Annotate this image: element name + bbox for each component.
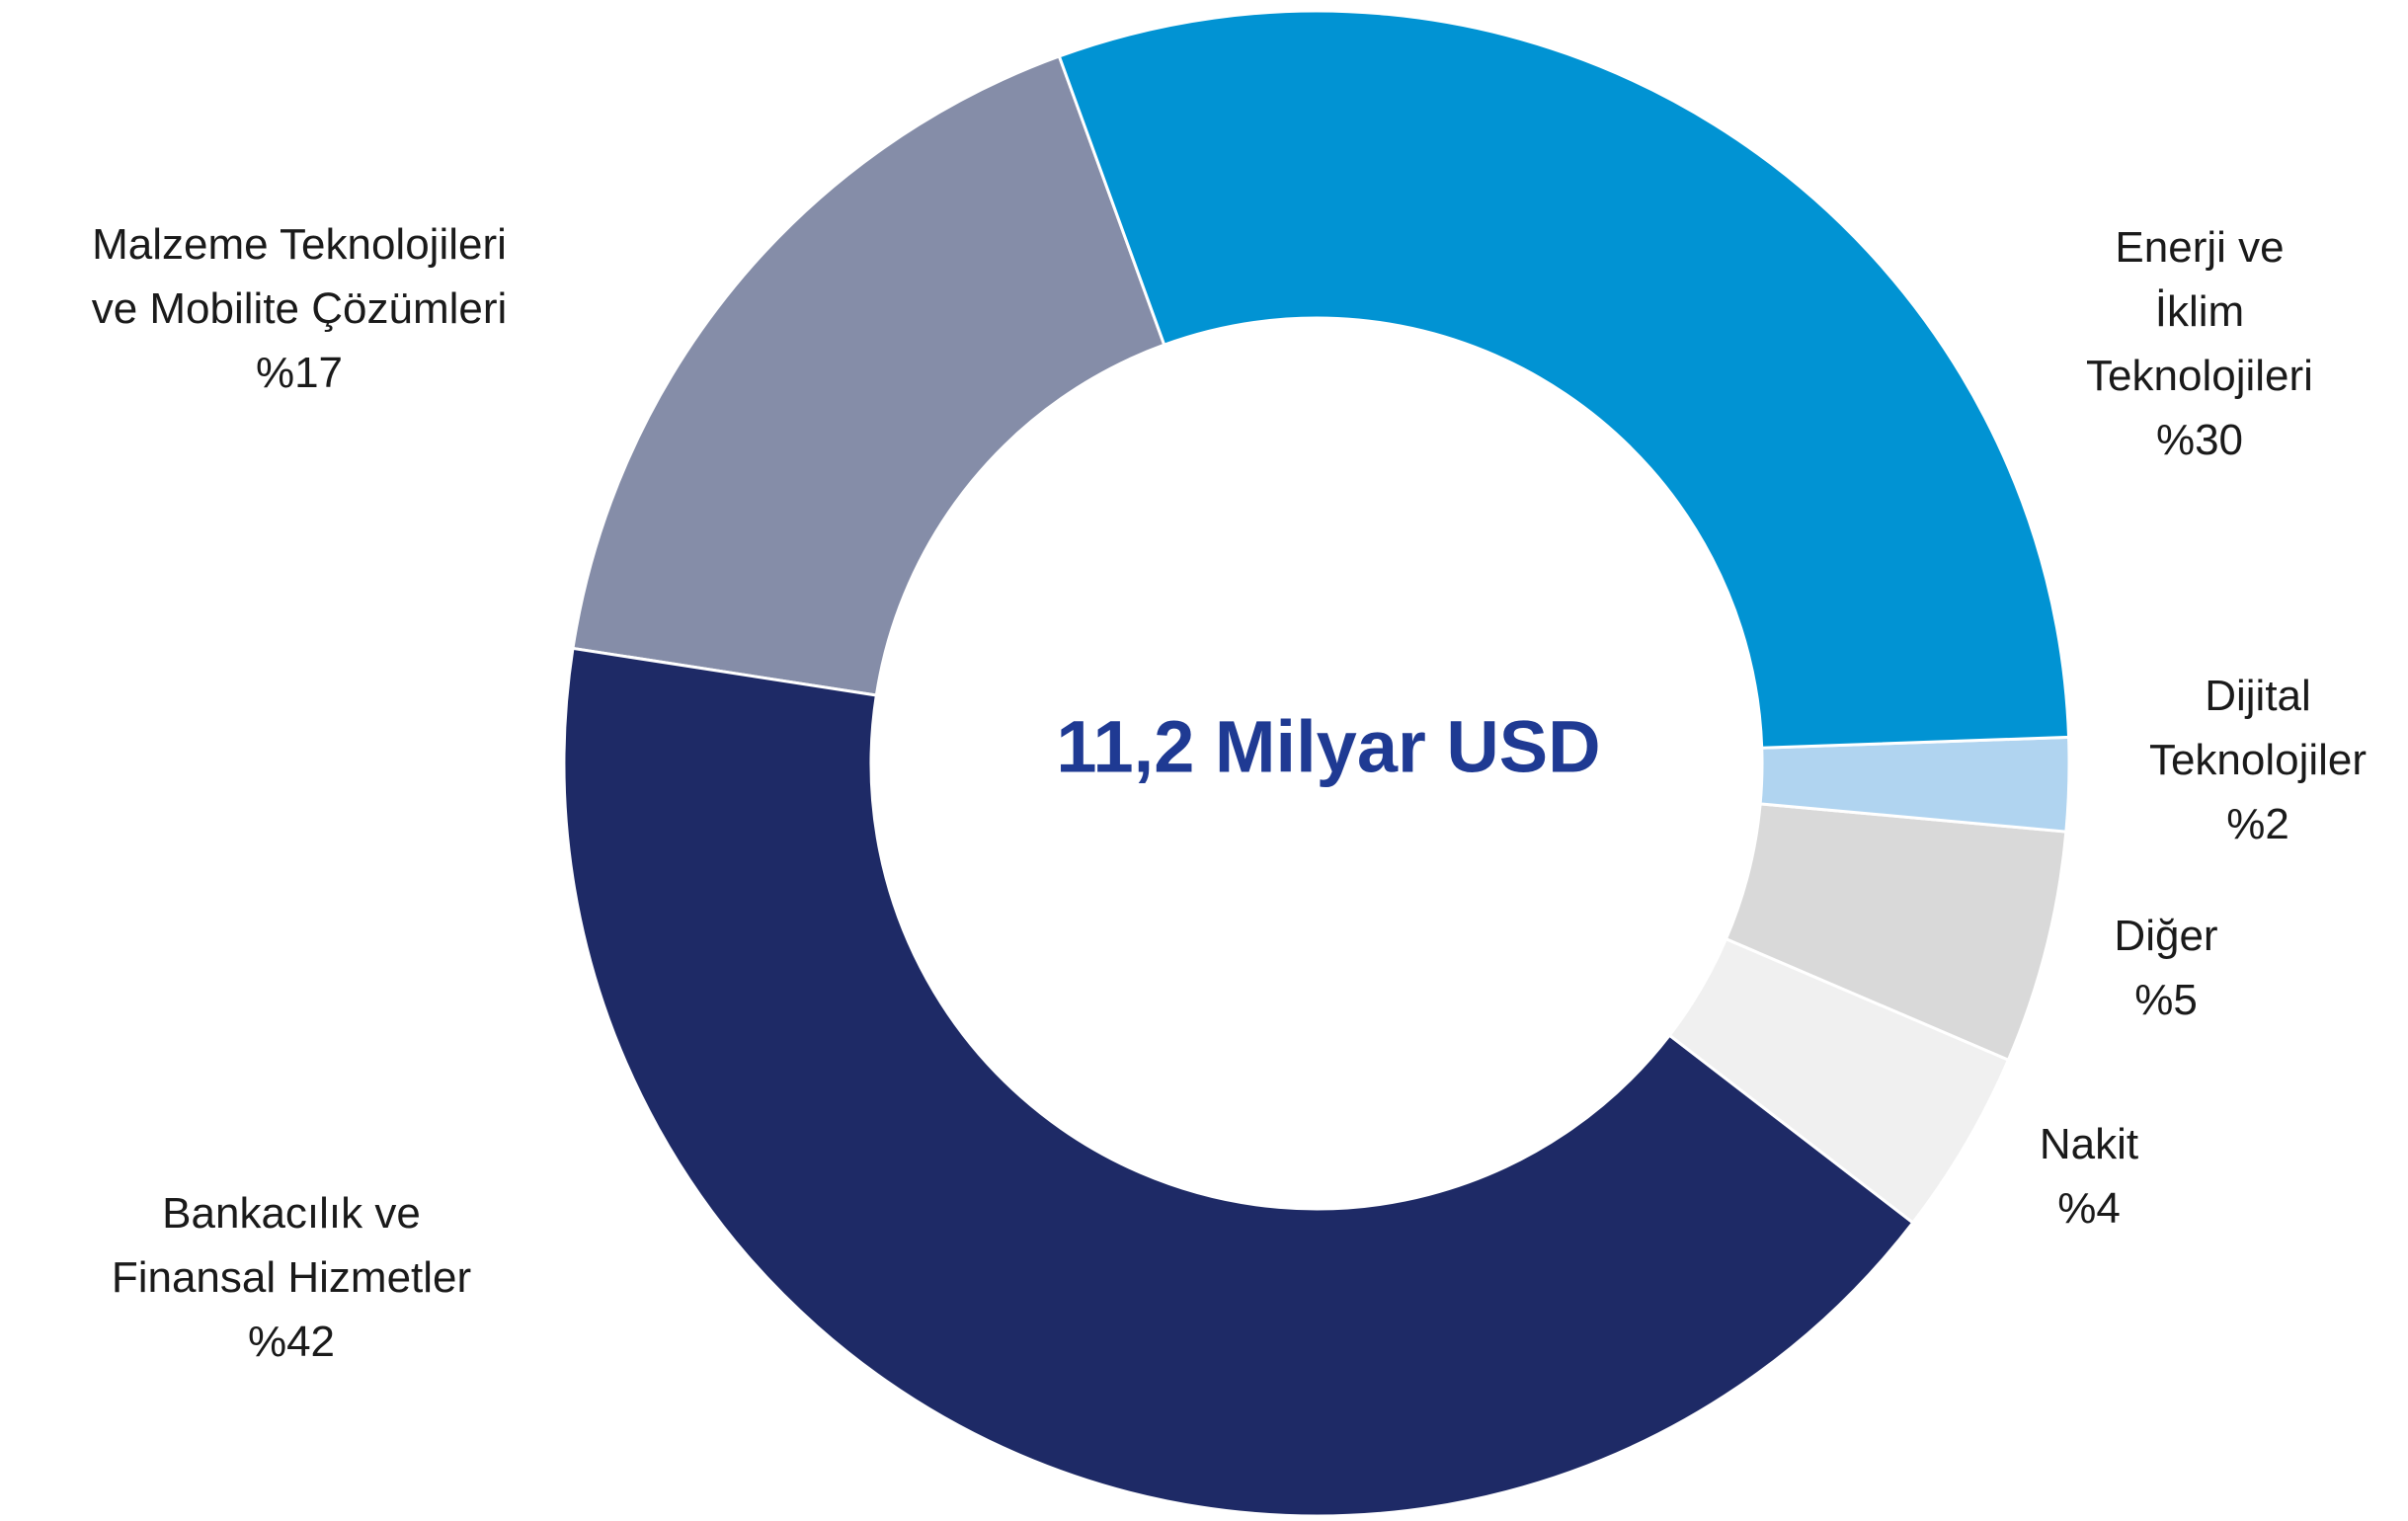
- category-name: Malzeme Teknolojileri ve Mobilite Çözüml…: [91, 220, 508, 333]
- donut-segment: [571, 54, 1166, 697]
- value-label: %4: [2057, 1184, 2121, 1233]
- segment-label: Nakit %4: [2040, 1112, 2138, 1241]
- value-label: %5: [2134, 976, 2198, 1024]
- donut-segment: [1057, 9, 2071, 750]
- category-name: Diğer: [2114, 912, 2218, 960]
- segment-label: Enerji ve İklim Teknolojileri %30: [2086, 215, 2313, 472]
- segment-label: Dijital Teknolojiler %2: [2149, 664, 2367, 856]
- donut-segment: [1724, 802, 2068, 1063]
- value-label: %30: [2155, 416, 2244, 464]
- center-text: 11,2 Milyar USD: [1056, 706, 1600, 788]
- value-label: %17: [255, 349, 344, 397]
- category-name: Bankacılık ve Finansal Hizmetler: [111, 1189, 472, 1302]
- segment-label: Malzeme Teknolojileri ve Mobilite Çözüml…: [92, 212, 508, 405]
- category-name: Dijital Teknolojiler: [2148, 672, 2368, 784]
- segment-label: Bankacılık ve Finansal Hizmetler %42: [112, 1181, 471, 1374]
- category-name: Nakit: [2039, 1120, 2139, 1168]
- donut-segment: [1758, 735, 2071, 834]
- category-name: Enerji ve İklim Teknolojileri: [2086, 223, 2313, 400]
- value-label: %2: [2226, 800, 2289, 848]
- value-label: %42: [247, 1318, 336, 1366]
- donut-segment: [562, 646, 1915, 1518]
- donut-segment: [1667, 936, 2011, 1226]
- segment-label: Diğer %5: [2114, 904, 2217, 1032]
